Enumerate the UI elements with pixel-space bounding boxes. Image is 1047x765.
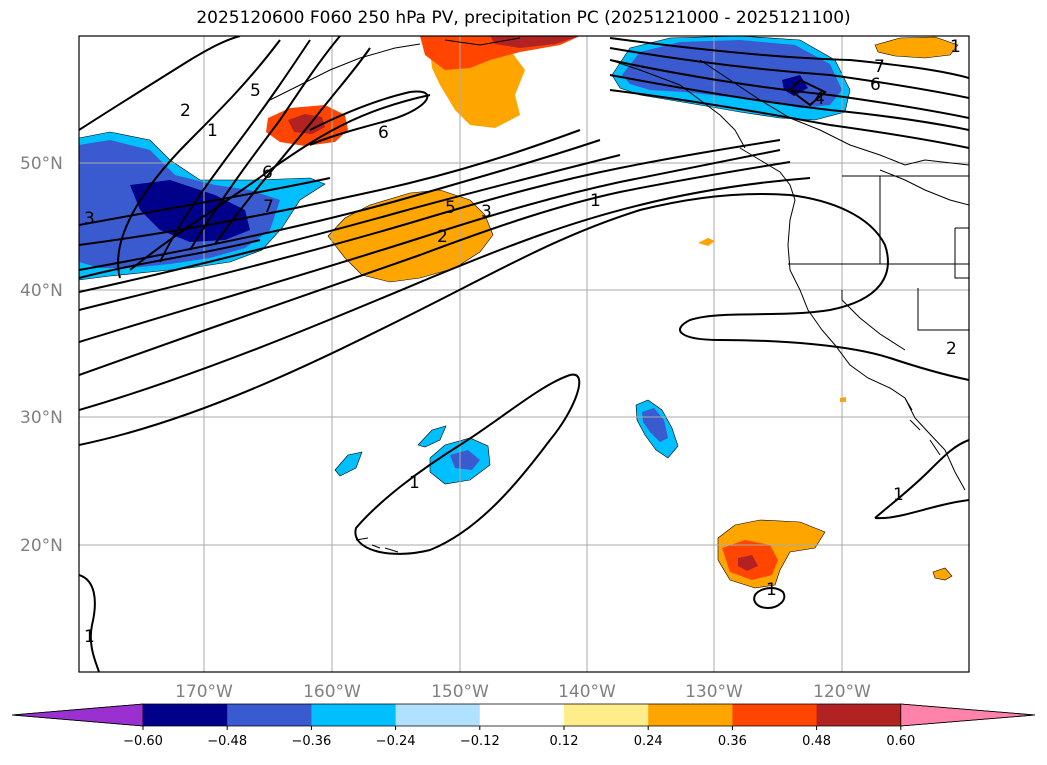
contour-label: 2: [437, 227, 448, 247]
colorbar-segment: [816, 704, 902, 726]
lon-label-160w: 160°W: [303, 682, 361, 702]
contour-label: 1: [893, 485, 904, 505]
contour-label: 1: [766, 580, 777, 600]
colorbar-tick-label: 0.12: [550, 734, 579, 749]
contour-label: 6: [262, 163, 273, 183]
lat-label-40n: 40°N: [20, 281, 63, 301]
coastlines: [269, 37, 969, 553]
contour-label: 3: [84, 209, 95, 229]
colorbar-tick-label: −0.36: [291, 734, 331, 749]
colorbar-segment: [227, 704, 312, 726]
contour-label-group: 1 1 1 1 1 1 2 2 2 3 3 4 5 5 6 6 6 7 7 1: [84, 37, 961, 647]
lon-label-120w: 120°W: [813, 682, 871, 702]
colorbar-segment: [143, 704, 228, 726]
colorbar-segment: [311, 704, 397, 726]
contour-label: 1: [84, 627, 95, 647]
lon-label-170w: 170°W: [175, 682, 233, 702]
longitude-labels: 170°W 160°W 150°W 140°W 130°W 120°W: [175, 682, 871, 702]
colorbar-tick-label: −0.60: [123, 734, 163, 749]
contour-label: 1: [950, 37, 961, 57]
colorbar-tick-label: −0.48: [207, 734, 247, 749]
contour-label: 1: [409, 473, 420, 493]
colorbar-tick-label: 0.36: [718, 734, 747, 749]
contour-label: 5: [250, 81, 261, 101]
contour-label: 7: [263, 197, 274, 217]
colorbar-tick-label: 0.60: [886, 734, 915, 749]
contour-label: 2: [180, 101, 191, 121]
colorbar-tick-label: 0.48: [802, 734, 831, 749]
colorbar: −0.60 −0.48 −0.36 −0.24 −0.12 0.12 0.24 0.36 0.4…: [11, 703, 1036, 749]
contour-label: 1: [207, 121, 218, 141]
map-title: 2025120600 F060 250 hPa PV, precipitatio…: [196, 8, 851, 28]
contour-label: 1: [590, 191, 601, 211]
colorbar-tick-label: −0.24: [376, 734, 416, 749]
colorbar-tick-label: 0.24: [634, 734, 663, 749]
colorbar-extend-max: [900, 703, 1036, 727]
contour-label: 6: [870, 75, 881, 95]
colorbar-segment: [395, 704, 481, 726]
plot-area: [79, 36, 969, 672]
contour-label: 7: [874, 57, 885, 77]
contour-label: 3: [481, 202, 492, 222]
contour-label: 6: [378, 123, 389, 143]
pv-contours: [79, 36, 969, 672]
graticule: [79, 36, 969, 672]
lon-label-130w: 130°W: [685, 682, 743, 702]
colorbar-segment: [564, 704, 649, 726]
colorbar-extend-min: [11, 703, 144, 727]
latitude-labels: 50°N 40°N 30°N 20°N: [20, 154, 63, 556]
contour-label: 2: [946, 339, 957, 359]
lat-label-20n: 20°N: [20, 536, 63, 556]
colorbar-segment: [648, 704, 733, 726]
colorbar-tick-label: −0.12: [460, 734, 500, 749]
colorbar-segment: [732, 704, 818, 726]
lon-label-150w: 150°W: [431, 682, 489, 702]
lat-label-50n: 50°N: [20, 154, 63, 174]
plot-frame: [78, 35, 970, 673]
colorbar-segment: [479, 704, 565, 726]
contour-label: 5: [445, 198, 456, 218]
lon-label-140w: 140°W: [558, 682, 616, 702]
contour-label: 4: [814, 89, 825, 109]
lat-label-30n: 30°N: [20, 408, 63, 428]
map-layers: 1 1 1 1 1 1 2 2 2 3 3 4 5 5 6 6 6 7 7 1: [79, 36, 969, 672]
